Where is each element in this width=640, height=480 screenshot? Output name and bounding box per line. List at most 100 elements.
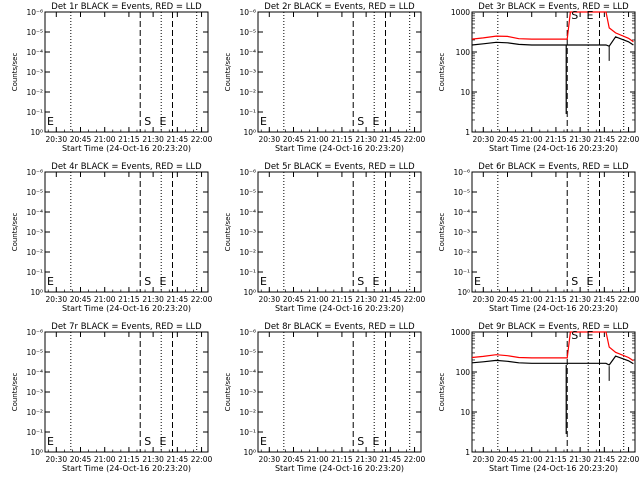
panel-title: Det 3r BLACK = Events, RED = LLD	[478, 2, 629, 12]
x-axis-label: Start Time (24-Oct-16 20:23:20)	[489, 304, 618, 313]
x-tick-label: 21:00	[94, 295, 116, 304]
y-tick-label: 1000	[451, 328, 470, 337]
y-tick-label: 1	[465, 128, 470, 137]
x-tick-label: 21:00	[307, 135, 329, 144]
x-tick-label: 21:45	[167, 135, 189, 144]
x-tick-label: 21:30	[569, 295, 591, 304]
panel-title: Det 2r BLACK = Events, RED = LLD	[264, 2, 415, 12]
x-tick-label: 21:15	[331, 135, 353, 144]
y-tick-label: 100	[456, 48, 471, 57]
x-tick-label: 21:00	[521, 455, 543, 464]
y-tick-label: 10⁻²	[453, 248, 470, 257]
end-flag-letter: E	[372, 435, 379, 448]
x-tick-label: 20:45	[283, 295, 305, 304]
x-tick-label: 21:45	[380, 455, 402, 464]
panel-4: Det 4r BLACK = Events, RED = LLD 10⁰ 10⁻¹ 1…	[11, 162, 213, 313]
x-axis-label: Start Time (24-Oct-16 20:23:20)	[275, 304, 404, 313]
panel-7: Det 7r BLACK = Events, RED = LLD 10⁰ 10⁻¹ 1…	[11, 322, 213, 473]
x-tick-label: 20:45	[70, 295, 92, 304]
start-flag-letter: S	[571, 275, 578, 288]
left-flag-letter: E	[260, 115, 267, 128]
x-axis-label: Start Time (24-Oct-16 20:23:20)	[275, 464, 404, 473]
x-tick-label: 22:00	[404, 135, 426, 144]
x-tick-label: 21:30	[142, 295, 164, 304]
start-flag-letter: S	[144, 275, 151, 288]
x-axis-label: Start Time (24-Oct-16 20:23:20)	[275, 144, 404, 153]
y-tick-label: 10⁻¹	[26, 428, 43, 437]
y-tick-label: 10⁰	[457, 288, 470, 297]
x-tick-label: 20:30	[472, 135, 494, 144]
start-flag-letter: S	[357, 115, 364, 128]
x-tick-label: 21:00	[521, 135, 543, 144]
x-tick-label: 20:45	[70, 135, 92, 144]
y-tick-label: 10⁻¹	[26, 268, 43, 277]
y-tick-label: 100	[456, 368, 471, 377]
y-tick-label: 10⁻³	[26, 388, 43, 397]
x-axis-label: Start Time (24-Oct-16 20:23:20)	[489, 464, 618, 473]
x-tick-label: 21:00	[307, 455, 329, 464]
x-tick-label: 22:00	[404, 455, 426, 464]
x-tick-label: 20:45	[70, 455, 92, 464]
y-tick-label: 10⁰	[243, 128, 256, 137]
panel-title: Det 4r BLACK = Events, RED = LLD	[51, 162, 202, 172]
x-axis-label: Start Time (24-Oct-16 20:23:20)	[62, 464, 191, 473]
y-tick-label: 10⁻⁴	[453, 208, 470, 217]
x-tick-label: 22:00	[404, 295, 426, 304]
y-tick-label: 10⁻⁶	[26, 168, 43, 177]
y-tick-label: 10⁻⁵	[239, 28, 256, 37]
end-flag-letter: E	[586, 329, 593, 342]
y-tick-label: 10⁻⁴	[239, 48, 256, 57]
y-tick-label: 10⁻¹	[239, 428, 256, 437]
x-tick-label: 21:15	[331, 455, 353, 464]
y-tick-label: 10⁻³	[26, 228, 43, 237]
x-tick-label: 22:00	[618, 135, 640, 144]
x-tick-label: 21:15	[545, 295, 567, 304]
plot-frame	[471, 11, 636, 133]
y-tick-label: 10	[460, 88, 470, 97]
x-tick-label: 20:45	[497, 135, 519, 144]
y-tick-label: 10⁻²	[239, 88, 256, 97]
start-flag-letter: S	[571, 9, 578, 22]
x-tick-label: 21:00	[307, 295, 329, 304]
x-tick-label: 20:45	[497, 455, 519, 464]
end-flag-letter: E	[159, 435, 166, 448]
x-tick-label: 20:30	[258, 135, 280, 144]
x-tick-label: 20:30	[258, 295, 280, 304]
left-flag-letter: E	[47, 435, 54, 448]
panel-title: Det 5r BLACK = Events, RED = LLD	[264, 162, 415, 172]
y-tick-label: 10⁻⁶	[239, 168, 256, 177]
y-tick-label: 10⁻⁴	[26, 368, 43, 377]
end-flag-letter: E	[372, 115, 379, 128]
y-tick-label: 10⁻³	[453, 228, 470, 237]
y-tick-label: 10⁻¹	[26, 108, 43, 117]
x-tick-label: 21:30	[142, 135, 164, 144]
y-tick-label: 10⁰	[30, 128, 43, 137]
x-tick-label: 20:30	[45, 295, 67, 304]
panel-5: Det 5r BLACK = Events, RED = LLD 10⁰ 10⁻¹ 1…	[224, 162, 426, 313]
panel-2: Det 2r BLACK = Events, RED = LLD 10⁰ 10⁻¹ 1…	[224, 2, 426, 153]
y-tick-label: 10⁻⁶	[26, 328, 43, 337]
x-tick-label: 21:30	[355, 135, 377, 144]
y-axis-label: Counts/sec	[11, 213, 19, 252]
y-tick-label: 10⁻¹	[239, 108, 256, 117]
y-axis-label: Counts/sec	[11, 373, 19, 412]
panel-8: Det 8r BLACK = Events, RED = LLD 10⁰ 10⁻¹ 1…	[224, 322, 426, 473]
x-tick-label: 21:15	[118, 455, 140, 464]
start-flag-letter: S	[144, 435, 151, 448]
y-tick-label: 10⁻³	[239, 228, 256, 237]
x-tick-label: 21:30	[569, 135, 591, 144]
events-series-line	[471, 36, 634, 47]
end-flag-letter: E	[159, 115, 166, 128]
panel-1: Det 1r BLACK = Events, RED = LLD 10⁰ 10⁻¹ 1…	[11, 2, 213, 153]
y-tick-label: 10⁻¹	[239, 268, 256, 277]
y-tick-label: 10⁻⁵	[26, 348, 43, 357]
x-tick-label: 20:30	[45, 455, 67, 464]
y-tick-label: 10⁻³	[26, 68, 43, 77]
y-tick-label: 10⁻⁶	[239, 8, 256, 17]
y-tick-label: 10⁰	[243, 448, 256, 457]
y-axis-label: Counts/sec	[224, 213, 232, 252]
y-tick-label: 10	[460, 408, 470, 417]
y-axis-label: Counts/sec	[224, 53, 232, 92]
